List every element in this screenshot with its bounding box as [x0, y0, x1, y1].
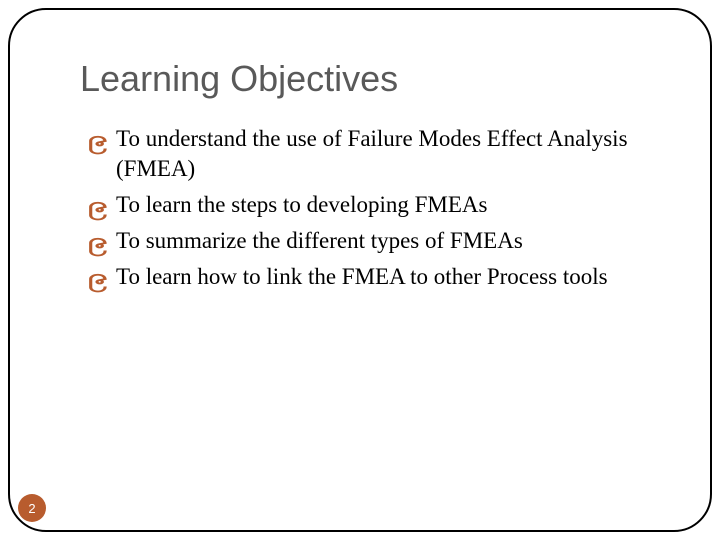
list-item: ၉ To learn the steps to developing FMEAs	[88, 190, 650, 220]
swirl-bullet-icon: ၉	[88, 228, 138, 254]
swirl-bullet-icon: ၉	[88, 192, 138, 218]
bullet-text: To understand the use of Failure Modes E…	[116, 124, 650, 184]
bullet-list: ၉ To understand the use of Failure Modes…	[80, 124, 650, 291]
page-number: 2	[28, 501, 35, 516]
bullet-text: To learn the steps to developing FMEAs	[116, 190, 650, 220]
swirl-bullet-icon: ၉	[88, 126, 138, 152]
bullet-text: To learn how to link the FMEA to other P…	[116, 262, 650, 292]
bullet-text: To summarize the different types of FMEA…	[116, 226, 650, 256]
list-item: ၉ To understand the use of Failure Modes…	[88, 124, 650, 184]
slide-title: Learning Objectives	[80, 58, 650, 100]
list-item: ၉ To learn how to link the FMEA to other…	[88, 262, 650, 292]
slide-frame: Learning Objectives ၉ To understand the …	[8, 8, 712, 532]
page-number-badge: 2	[18, 494, 46, 522]
swirl-bullet-icon: ၉	[88, 264, 138, 290]
list-item: ၉ To summarize the different types of FM…	[88, 226, 650, 256]
